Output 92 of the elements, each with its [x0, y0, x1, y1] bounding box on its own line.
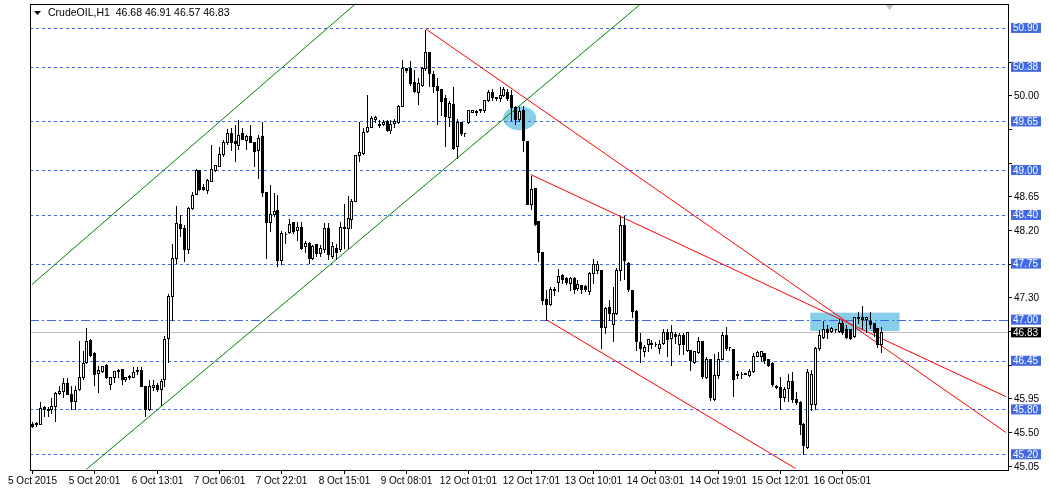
candlestick — [39, 401, 42, 425]
y-tick-label: 45.05 — [1014, 461, 1040, 472]
x-tick-label: 8 Oct 15:01 — [318, 475, 371, 486]
candlestick — [121, 368, 124, 385]
candlestick — [327, 222, 330, 260]
candlestick — [670, 324, 673, 366]
candlestick — [713, 353, 716, 401]
y-tick-label: 45.50 — [1014, 427, 1040, 438]
y-tick-label: 48.65 — [1014, 191, 1040, 202]
candlestick — [838, 318, 841, 333]
x-tick-label: 6 Oct 13:01 — [131, 475, 184, 486]
candlestick — [682, 332, 685, 355]
candlestick — [647, 338, 650, 352]
candlestick — [510, 89, 513, 121]
candlestick — [826, 324, 829, 339]
x-tick-label: 12 Oct 01:01 — [439, 475, 498, 486]
candlestick — [627, 261, 630, 292]
candlestick — [623, 215, 626, 280]
ref-line-label: 47.75 — [1013, 258, 1039, 270]
ref-line-label: 45.20 — [1013, 448, 1039, 460]
candlestick — [763, 353, 766, 364]
candlestick — [580, 284, 583, 294]
x-tick-label: 12 Oct 17:01 — [502, 475, 561, 486]
candlestick — [732, 348, 735, 397]
ref-line-label: 49.00 — [1013, 164, 1039, 176]
candlestick — [78, 340, 81, 391]
candlestick — [198, 169, 201, 191]
candlestick — [491, 88, 494, 101]
candlestick — [557, 268, 560, 292]
candlestick — [779, 376, 782, 410]
candlestick — [791, 371, 794, 403]
candlestick — [639, 332, 642, 363]
candlestick — [853, 316, 856, 338]
ref-line-label: 50.38 — [1013, 61, 1039, 73]
candlestick — [880, 326, 883, 353]
candlestick — [276, 194, 279, 267]
candlestick — [308, 241, 311, 264]
ref-line-label: 50.90 — [1013, 22, 1039, 34]
candlestick — [195, 168, 198, 195]
candlestick — [74, 385, 77, 410]
candlestick — [366, 94, 369, 133]
x-tick-label: 16 Oct 05:01 — [813, 475, 872, 486]
candlestick — [389, 119, 392, 134]
candlestick — [760, 350, 763, 362]
x-tick-label: 5 Oct 20:01 — [68, 475, 121, 486]
candlestick — [744, 372, 747, 375]
y-tick-label: 47.30 — [1014, 292, 1040, 303]
candlestick — [347, 195, 350, 249]
candlestick — [62, 377, 65, 398]
chart-title: CrudeOIL,H1 46.68 46.91 46.57 46.83 — [48, 6, 230, 18]
candlestick — [386, 119, 389, 132]
ref-line-label: 46.83 — [1013, 326, 1039, 338]
candlestick — [752, 352, 755, 373]
candlestick — [288, 218, 291, 234]
candlestick — [841, 320, 844, 335]
candlestick — [522, 105, 525, 152]
candlestick — [475, 109, 478, 116]
ref-line-label: 45.80 — [1013, 403, 1039, 415]
y-tick-label: 50.00 — [1014, 90, 1040, 101]
x-tick-label: 7 Oct 22:01 — [255, 475, 308, 486]
candlestick — [569, 276, 572, 291]
x-tick-label: 15 Oct 12:01 — [751, 475, 810, 486]
candlestick — [378, 119, 381, 128]
ref-line-label: 48.40 — [1013, 209, 1039, 221]
candlestick — [658, 339, 661, 354]
candlestick — [132, 366, 135, 378]
candlestick — [300, 221, 303, 250]
candlestick — [499, 86, 502, 102]
ref-line-label: 46.45 — [1013, 355, 1039, 367]
candlestick — [467, 109, 470, 124]
y-tick-label: 48.20 — [1014, 225, 1040, 236]
candlestick — [234, 124, 237, 162]
candlestick — [678, 332, 681, 355]
candlestick — [861, 305, 864, 329]
candlestick — [650, 339, 653, 349]
x-tick-label: 5 Oct 2015 — [8, 475, 58, 486]
x-tick-label: 13 Oct 10:01 — [564, 475, 623, 486]
x-tick-label: 14 Oct 19:01 — [689, 475, 748, 486]
candlestick — [771, 361, 774, 387]
ref-line-label: 49.65 — [1013, 115, 1039, 127]
candlestick — [576, 279, 579, 291]
candlestick — [311, 244, 314, 260]
x-tick-label: 9 Oct 08:01 — [380, 475, 433, 486]
candlestick — [845, 324, 848, 339]
x-tick-label: 14 Oct 03:01 — [626, 475, 685, 486]
x-tick-label: 7 Oct 06:01 — [193, 475, 246, 486]
y-tick-label: 45.95 — [1014, 393, 1040, 404]
candlestick — [315, 243, 318, 257]
candlestick — [701, 340, 704, 379]
ref-line-label: 47.00 — [1013, 314, 1039, 326]
candlestick — [787, 373, 790, 402]
candlestick — [573, 276, 576, 294]
